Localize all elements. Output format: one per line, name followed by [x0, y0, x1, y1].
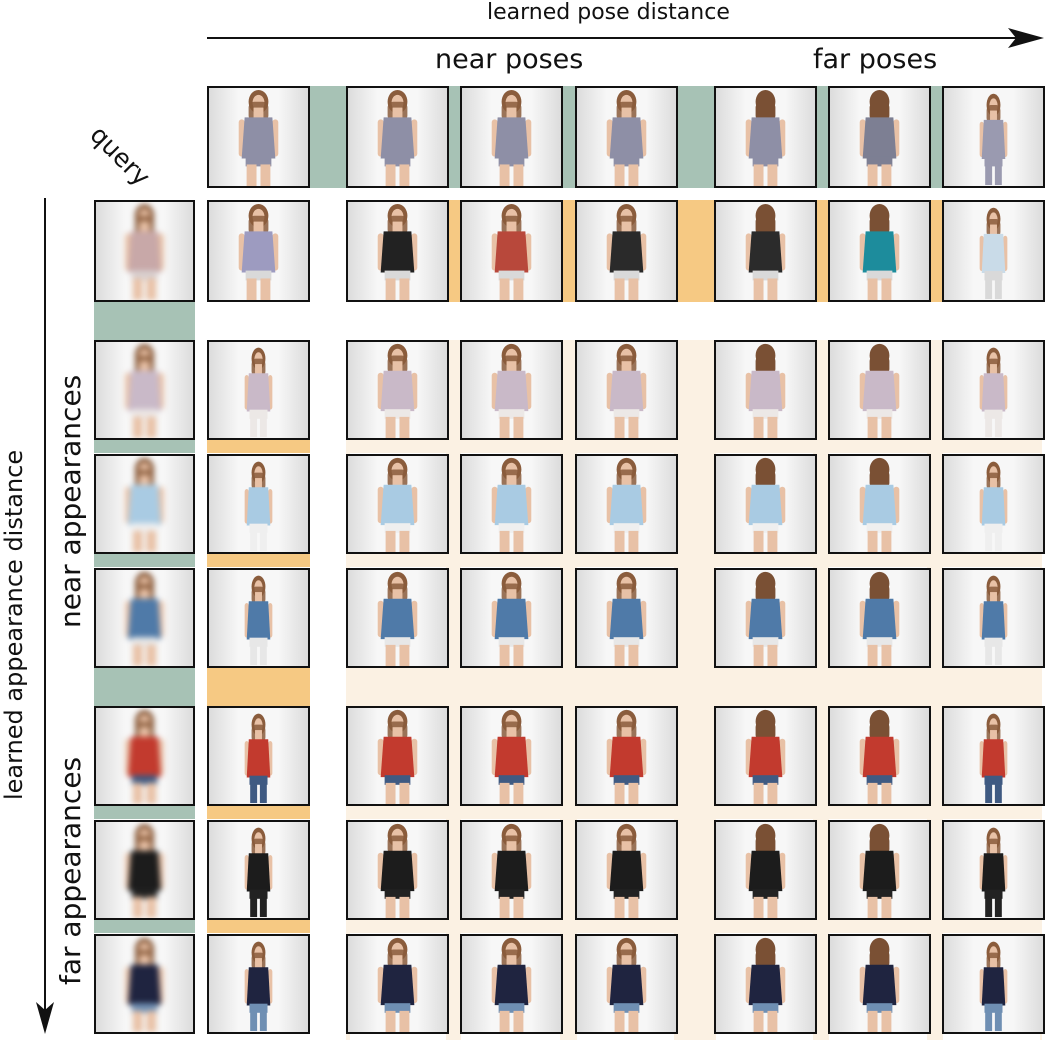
far-appearances-label: far appearances	[54, 756, 87, 985]
generated-image	[575, 820, 678, 920]
appearance-match-image	[207, 568, 310, 668]
appearance-match-image	[207, 454, 310, 554]
generated-image	[714, 340, 817, 440]
appearance-match-image	[207, 340, 310, 440]
appearance-query-image	[94, 568, 195, 668]
generated-image	[575, 568, 678, 668]
generated-image	[346, 568, 449, 668]
result-tint	[813, 340, 829, 1040]
generated-image	[714, 706, 817, 806]
near-appearances-label: near appearances	[54, 374, 87, 628]
generated-image	[942, 568, 1045, 668]
appearance-reference-image	[575, 200, 678, 302]
generated-image	[346, 820, 449, 920]
query-row-highlight	[94, 438, 195, 453]
result-tint	[446, 340, 461, 1040]
pose-query-image	[460, 86, 563, 188]
query-row-highlight	[94, 666, 195, 706]
generated-image	[942, 820, 1045, 920]
match-row-highlight	[560, 200, 577, 302]
match-row-highlight	[813, 200, 829, 302]
result-tint	[927, 340, 943, 1040]
generated-image	[942, 340, 1045, 440]
appearance-query-image	[94, 200, 195, 302]
generated-image	[828, 340, 931, 440]
generated-image	[575, 934, 678, 1034]
query-column-highlight	[307, 86, 349, 188]
result-tint	[560, 340, 577, 1040]
match-column-highlight	[207, 438, 310, 453]
match-column-highlight	[207, 918, 310, 933]
generated-image	[714, 568, 817, 668]
generated-image	[714, 454, 817, 554]
generated-image	[460, 568, 563, 668]
appearance-match-image	[207, 706, 310, 806]
appearance-reference-image	[714, 200, 817, 302]
appearance-reference-image	[207, 200, 310, 302]
generated-image	[828, 706, 931, 806]
generated-image	[828, 820, 931, 920]
query-row-highlight	[94, 552, 195, 567]
pose-query-image	[828, 86, 931, 188]
generated-image	[460, 340, 563, 440]
match-row-highlight	[927, 200, 943, 302]
query-column-highlight	[927, 86, 943, 188]
appearance-query-image	[94, 934, 195, 1034]
pose-axis-label: learned pose distance	[487, 0, 730, 25]
generated-image	[714, 934, 817, 1034]
match-row-highlight	[674, 200, 716, 302]
pose-query-image	[942, 86, 1045, 188]
generated-image	[460, 454, 563, 554]
appearance-reference-image	[828, 200, 931, 302]
appearance-query-image	[94, 454, 195, 554]
query-row-highlight	[94, 300, 195, 340]
match-row-highlight	[446, 200, 461, 302]
generated-image	[460, 820, 563, 920]
result-tint	[346, 340, 350, 1040]
generated-image	[346, 454, 449, 554]
match-column-highlight	[207, 552, 310, 567]
generated-image	[828, 934, 931, 1034]
appearance-axis-label: learned appearance distance	[0, 449, 28, 800]
generated-image	[460, 934, 563, 1034]
generated-image	[346, 706, 449, 806]
query-column-highlight	[674, 86, 716, 188]
generated-image	[346, 340, 449, 440]
appearance-query-image	[94, 340, 195, 440]
appearance-reference-image	[346, 200, 449, 302]
pose-query-image	[575, 86, 678, 188]
generated-image	[714, 820, 817, 920]
generated-image	[346, 934, 449, 1034]
appearance-reference-image	[460, 200, 563, 302]
generated-image	[942, 934, 1045, 1034]
generated-image	[575, 340, 678, 440]
appearance-match-image	[207, 934, 310, 1034]
match-column-highlight	[207, 666, 310, 706]
query-row-highlight	[94, 918, 195, 933]
generated-image	[828, 454, 931, 554]
generated-image	[575, 454, 678, 554]
pose-query-image	[207, 86, 310, 188]
pose-query-image	[714, 86, 817, 188]
match-column-highlight	[207, 804, 310, 819]
appearance-query-image	[94, 820, 195, 920]
generated-image	[828, 568, 931, 668]
query-column-highlight	[560, 86, 577, 188]
generated-image	[942, 706, 1045, 806]
pose-query-image	[346, 86, 449, 188]
appearance-match-image	[207, 820, 310, 920]
query-column-highlight	[446, 86, 461, 188]
result-tint	[674, 340, 716, 1040]
generated-image	[942, 454, 1045, 554]
appearance-reference-image	[942, 200, 1045, 302]
query-column-highlight	[813, 86, 829, 188]
query-row-highlight	[94, 804, 195, 819]
result-tint	[1040, 340, 1042, 1040]
appearance-query-image	[94, 706, 195, 806]
far-poses-label: far poses	[813, 44, 938, 75]
near-poses-label: near poses	[435, 44, 584, 75]
generated-image	[575, 706, 678, 806]
generated-image	[460, 706, 563, 806]
